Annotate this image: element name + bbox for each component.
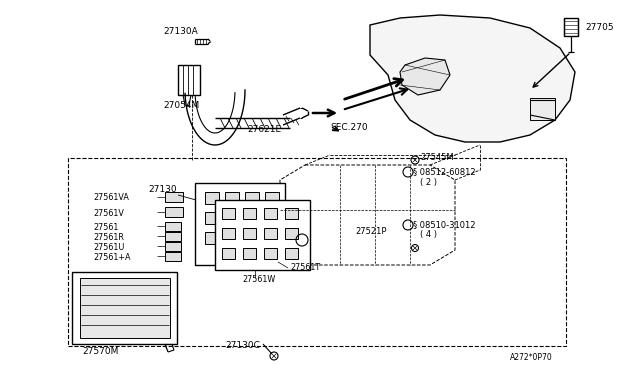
Bar bbox=[265, 192, 279, 204]
Text: 27621E: 27621E bbox=[247, 125, 281, 135]
Text: 27705: 27705 bbox=[585, 23, 614, 32]
Polygon shape bbox=[195, 183, 285, 265]
Bar bbox=[264, 248, 277, 259]
Polygon shape bbox=[400, 58, 450, 95]
Bar bbox=[245, 212, 259, 224]
Bar bbox=[243, 208, 256, 219]
Bar bbox=[222, 228, 235, 239]
Bar bbox=[165, 242, 181, 251]
Text: 27130: 27130 bbox=[148, 186, 177, 195]
Bar bbox=[243, 228, 256, 239]
Text: 27561VA: 27561VA bbox=[93, 193, 129, 202]
Text: 27561: 27561 bbox=[93, 222, 118, 231]
Bar bbox=[68, 158, 566, 346]
Text: 27130C: 27130C bbox=[225, 340, 260, 350]
Bar bbox=[165, 232, 181, 241]
Text: SEC.270: SEC.270 bbox=[330, 124, 367, 132]
Text: 27521P: 27521P bbox=[355, 228, 387, 237]
Bar bbox=[245, 192, 259, 204]
Text: § 08510-31012: § 08510-31012 bbox=[413, 221, 476, 230]
Bar bbox=[265, 232, 279, 244]
Circle shape bbox=[268, 252, 274, 258]
Bar bbox=[165, 207, 183, 217]
Bar bbox=[165, 192, 183, 202]
Bar bbox=[225, 212, 239, 224]
Bar bbox=[245, 232, 259, 244]
Bar bbox=[225, 192, 239, 204]
Text: 27561W: 27561W bbox=[242, 276, 275, 285]
Polygon shape bbox=[215, 200, 310, 270]
Bar bbox=[243, 248, 256, 259]
Polygon shape bbox=[280, 165, 455, 265]
Bar bbox=[178, 65, 200, 95]
Bar bbox=[264, 208, 277, 219]
Bar bbox=[165, 252, 181, 261]
Bar bbox=[265, 212, 279, 224]
Text: 27130A: 27130A bbox=[163, 28, 198, 36]
Bar bbox=[205, 192, 219, 204]
Text: 27561V: 27561V bbox=[93, 208, 124, 218]
Text: 27545M: 27545M bbox=[420, 153, 454, 161]
Polygon shape bbox=[370, 15, 575, 142]
Bar bbox=[222, 248, 235, 259]
Text: § 08512-60812: § 08512-60812 bbox=[413, 167, 476, 176]
Bar bbox=[564, 18, 578, 36]
Text: A272*0P70: A272*0P70 bbox=[510, 353, 553, 362]
Bar bbox=[205, 232, 219, 244]
Bar bbox=[285, 228, 298, 239]
Text: 27570M: 27570M bbox=[82, 347, 118, 356]
Bar bbox=[222, 208, 235, 219]
Bar bbox=[285, 248, 298, 259]
Text: 27561R: 27561R bbox=[93, 232, 124, 241]
Text: 27561T: 27561T bbox=[290, 263, 320, 273]
Bar bbox=[72, 272, 177, 344]
Bar bbox=[285, 208, 298, 219]
Text: 27054M: 27054M bbox=[163, 100, 199, 109]
Text: 27561+A: 27561+A bbox=[93, 253, 131, 262]
Text: 27561U: 27561U bbox=[93, 243, 124, 251]
Bar bbox=[165, 222, 181, 231]
Bar bbox=[80, 278, 170, 338]
Bar bbox=[264, 228, 277, 239]
Bar bbox=[225, 232, 239, 244]
Text: ( 2 ): ( 2 ) bbox=[420, 177, 437, 186]
Bar bbox=[205, 212, 219, 224]
Text: ( 4 ): ( 4 ) bbox=[420, 231, 437, 240]
Bar bbox=[530, 98, 555, 120]
